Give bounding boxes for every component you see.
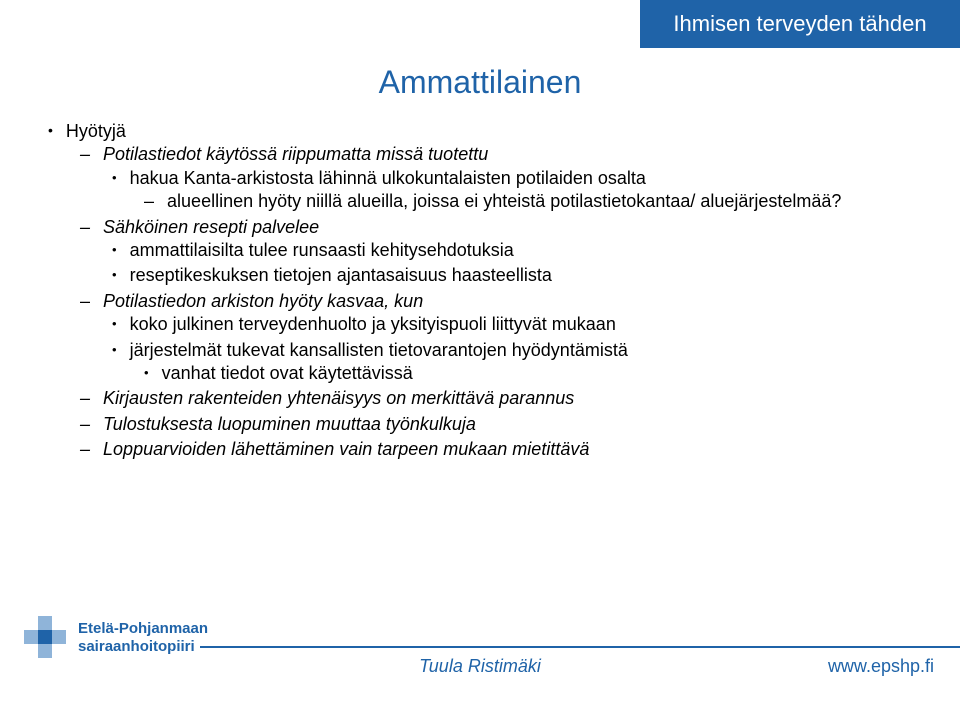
bullet-lvl3: ammattilaisilta tulee runsaasti kehityse…: [112, 239, 912, 262]
bullet-text: Hyötyjä: [66, 121, 126, 141]
footer-url: www.epshp.fi: [828, 656, 934, 677]
bullet-lvl3: hakua Kanta-arkistosta lähinnä ulkokunta…: [112, 167, 912, 214]
footer: Etelä-Pohjanmaan sairaanhoitopiiri Tuula…: [0, 612, 960, 702]
bullet-lvl4: alueellinen hyöty niillä alueilla, joiss…: [144, 190, 912, 213]
bullet-lvl3: järjestelmät tukevat kansallisten tietov…: [112, 339, 912, 386]
cross-logo-icon: [24, 616, 68, 660]
bullet-lvl2: Potilastiedot käytössä riippumatta missä…: [80, 143, 912, 213]
bullet-text: Potilastiedot käytössä riippumatta missä…: [103, 144, 488, 164]
bullet-text: alueellinen hyöty niillä alueilla, joiss…: [167, 191, 841, 211]
footer-org-name: Etelä-Pohjanmaan sairaanhoitopiiri: [78, 620, 208, 656]
bullet-text: reseptikeskuksen tietojen ajantasaisuus …: [130, 265, 552, 285]
bullet-lvl2: Potilastiedon arkiston hyöty kasvaa, kun…: [80, 290, 912, 386]
bullet-lvl2: Tulostuksesta luopuminen muuttaa työnkul…: [80, 413, 912, 436]
bullet-lvl3: koko julkinen terveydenhuolto ja yksityi…: [112, 313, 912, 336]
slide-title: Ammattilainen: [0, 64, 960, 101]
bullet-text: Sähköinen resepti palvelee: [103, 217, 319, 237]
footer-logo: Etelä-Pohjanmaan sairaanhoitopiiri: [24, 616, 208, 660]
bullet-text: järjestelmät tukevat kansallisten tietov…: [130, 340, 628, 360]
bullet-text: Loppuarvioiden lähettäminen vain tarpeen…: [103, 439, 589, 459]
footer-org-line1: Etelä-Pohjanmaan: [78, 620, 208, 638]
header-tagline-bar: Ihmisen terveyden tähden: [640, 0, 960, 48]
header-tagline: Ihmisen terveyden tähden: [673, 11, 926, 37]
bullet-lvl2: Sähköinen resepti palvelee ammattilaisil…: [80, 216, 912, 288]
bullet-lvl1: Hyötyjä Potilastiedot käytössä riippumat…: [48, 120, 912, 461]
slide-content: Hyötyjä Potilastiedot käytössä riippumat…: [48, 120, 912, 463]
bullet-lvl5: vanhat tiedot ovat käytettävissä: [144, 362, 912, 385]
bullet-text: Potilastiedon arkiston hyöty kasvaa, kun: [103, 291, 423, 311]
bullet-text: Kirjausten rakenteiden yhtenäisyys on me…: [103, 388, 574, 408]
bullet-text: hakua Kanta-arkistosta lähinnä ulkokunta…: [130, 168, 646, 188]
bullet-text: ammattilaisilta tulee runsaasti kehityse…: [130, 240, 514, 260]
footer-org-line2: sairaanhoitopiiri: [78, 638, 208, 656]
bullet-text: koko julkinen terveydenhuolto ja yksityi…: [130, 314, 616, 334]
bullet-text: Tulostuksesta luopuminen muuttaa työnkul…: [103, 414, 476, 434]
bullet-lvl2: Kirjausten rakenteiden yhtenäisyys on me…: [80, 387, 912, 410]
bullet-text: vanhat tiedot ovat käytettävissä: [162, 363, 413, 383]
bullet-lvl3: reseptikeskuksen tietojen ajantasaisuus …: [112, 264, 912, 287]
bullet-lvl2: Loppuarvioiden lähettäminen vain tarpeen…: [80, 438, 912, 461]
footer-divider: [200, 646, 960, 648]
footer-author: Tuula Ristimäki: [0, 656, 960, 677]
